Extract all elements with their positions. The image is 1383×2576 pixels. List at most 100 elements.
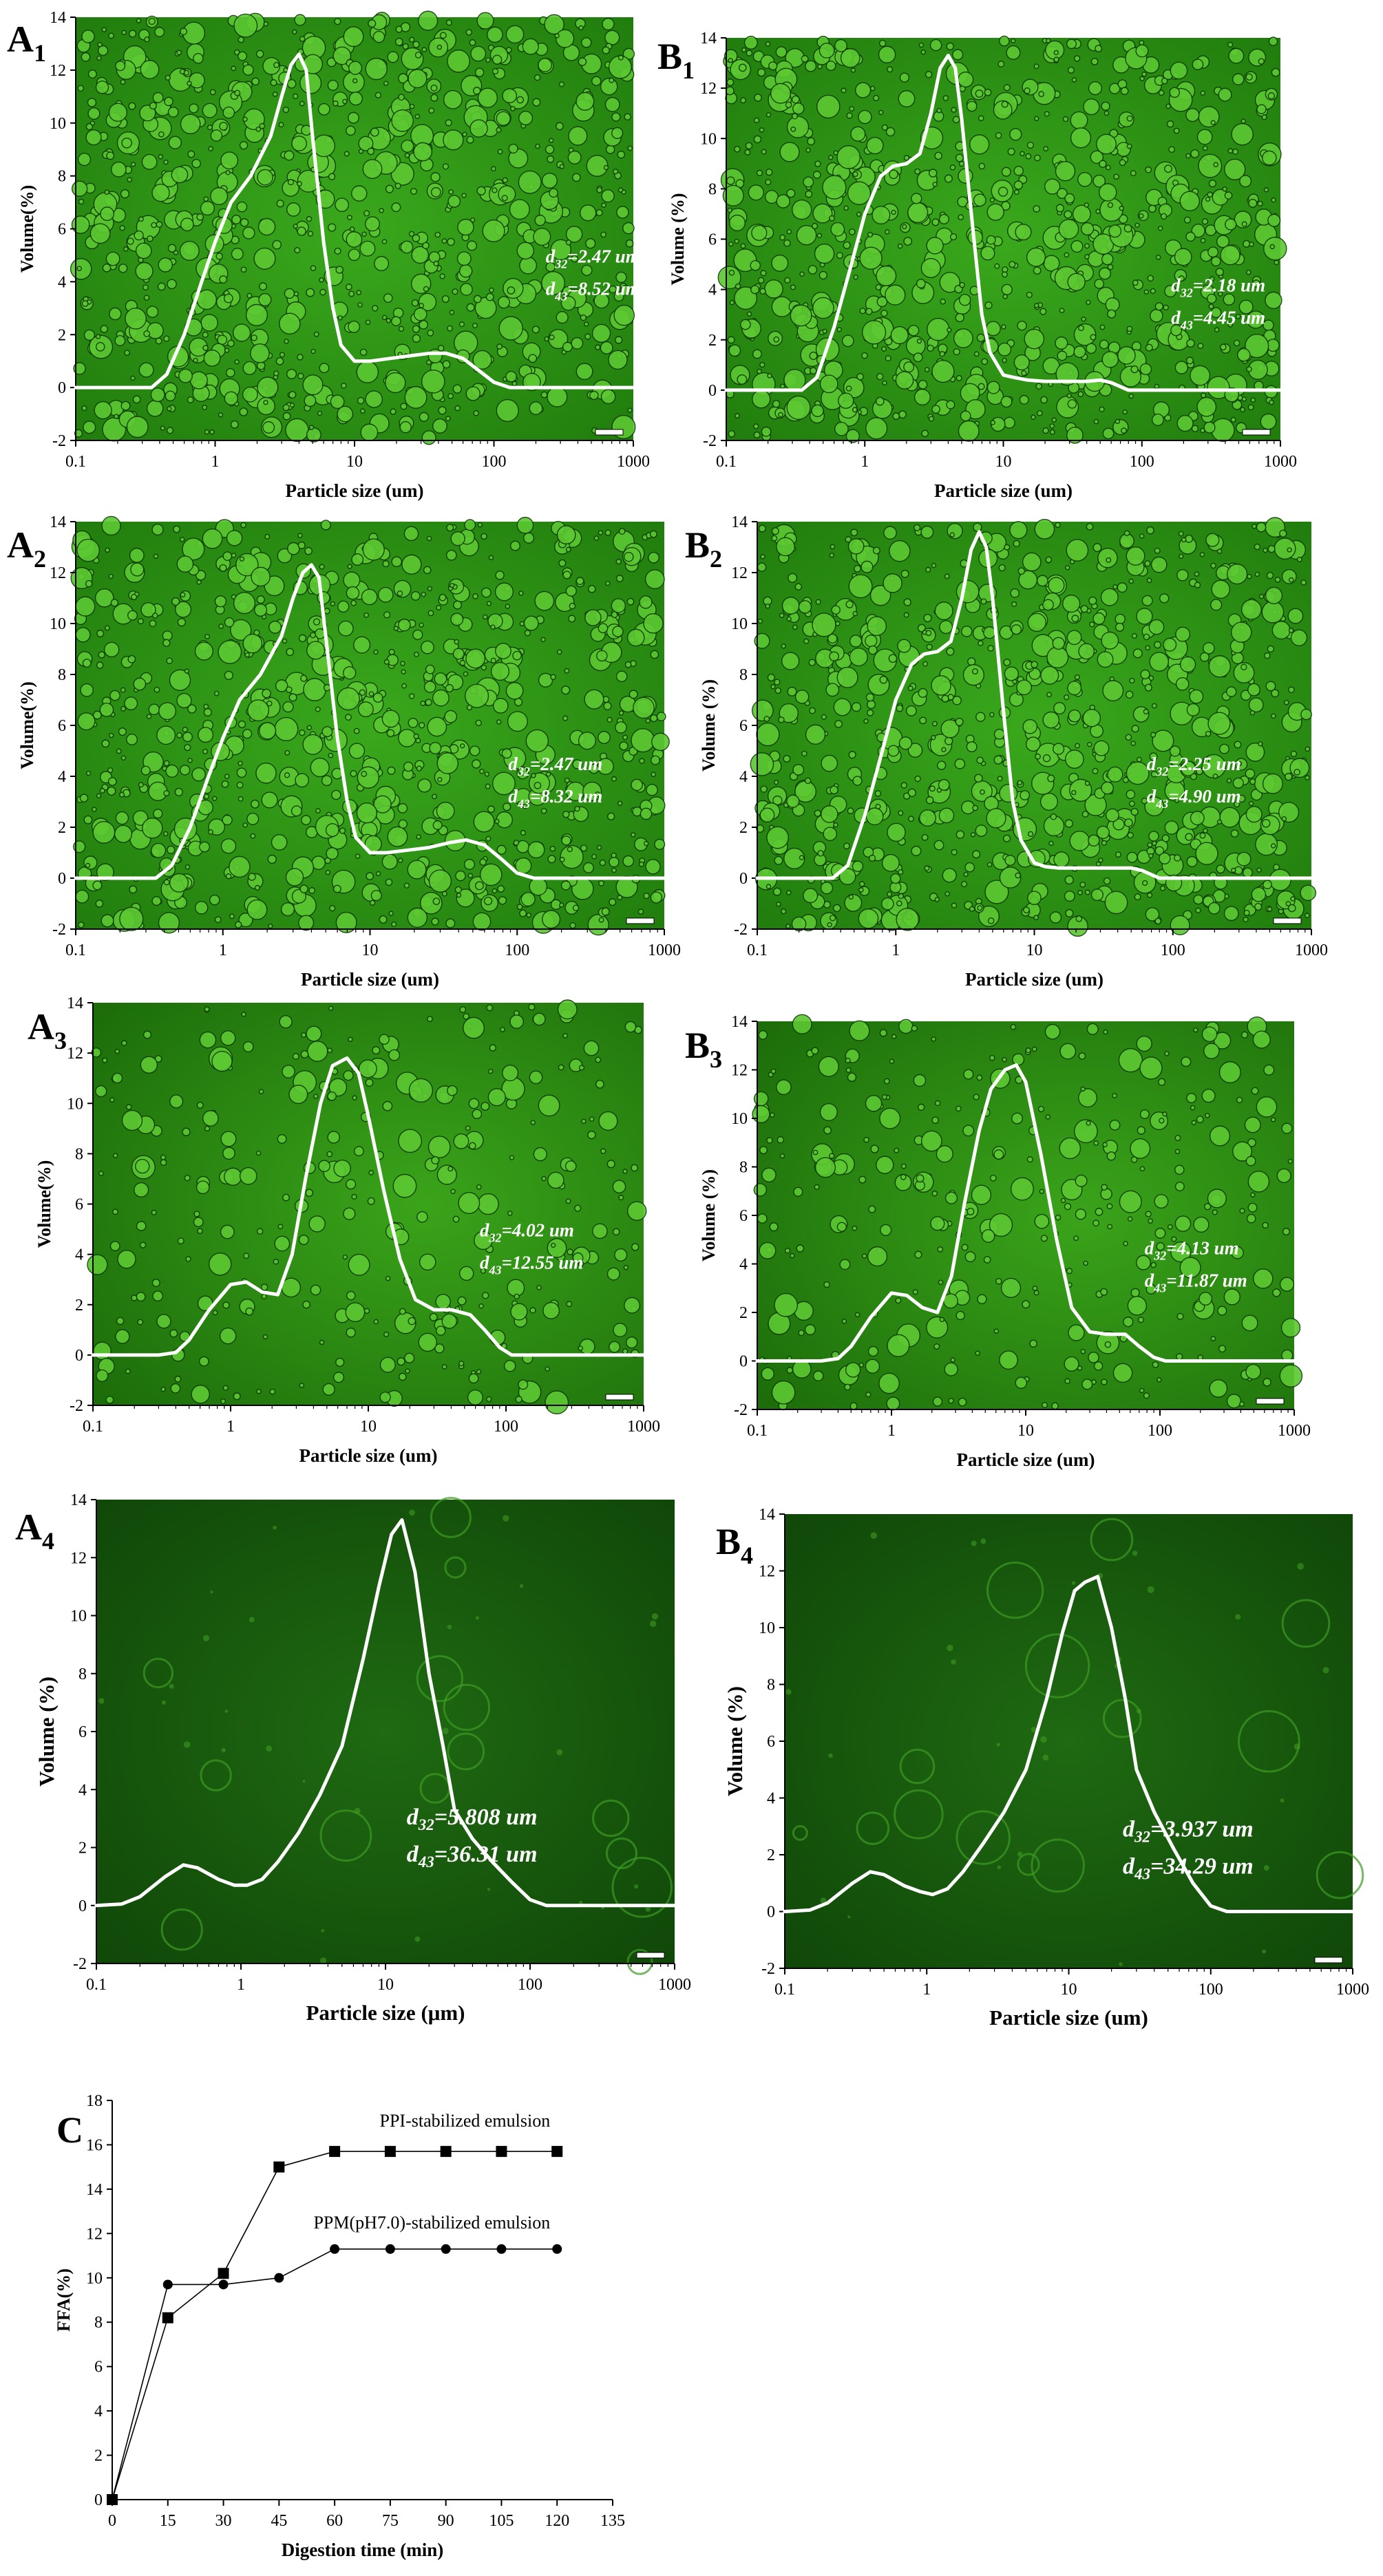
droplet bbox=[383, 611, 391, 619]
droplet bbox=[337, 405, 354, 423]
droplet bbox=[895, 1297, 902, 1304]
droplet bbox=[562, 715, 569, 721]
droplet bbox=[1034, 518, 1055, 540]
droplet bbox=[786, 395, 811, 420]
droplet bbox=[920, 1130, 942, 1152]
y-tick-label: 8 bbox=[58, 168, 66, 186]
droplet bbox=[1139, 213, 1144, 219]
y-tick-label: 0 bbox=[739, 870, 748, 888]
droplet bbox=[865, 1392, 872, 1398]
droplet bbox=[1095, 45, 1103, 53]
droplet bbox=[1206, 293, 1217, 304]
droplet bbox=[886, 1396, 900, 1411]
droplet bbox=[1220, 244, 1241, 266]
droplet bbox=[398, 94, 405, 101]
droplet bbox=[285, 868, 304, 886]
annotation-value: =5.808 um bbox=[434, 1805, 538, 1830]
droplet bbox=[845, 1067, 852, 1073]
droplet bbox=[308, 887, 316, 894]
droplet bbox=[560, 880, 571, 891]
droplet bbox=[767, 673, 776, 682]
droplet bbox=[939, 350, 945, 357]
droplet bbox=[1090, 334, 1097, 341]
droplet bbox=[516, 96, 525, 104]
droplet bbox=[903, 598, 911, 606]
droplet bbox=[249, 1617, 255, 1623]
droplet bbox=[210, 1590, 213, 1594]
droplet bbox=[298, 915, 315, 931]
y-tick-label: 12 bbox=[759, 1563, 775, 1581]
droplet bbox=[1200, 237, 1206, 244]
droplet bbox=[728, 214, 746, 232]
droplet bbox=[1160, 213, 1168, 220]
droplet bbox=[596, 187, 603, 193]
droplet bbox=[139, 1242, 147, 1248]
droplet bbox=[105, 251, 120, 266]
droplet bbox=[613, 304, 635, 326]
droplet bbox=[182, 726, 189, 733]
droplet bbox=[748, 184, 765, 201]
droplet bbox=[1288, 577, 1294, 583]
droplet bbox=[1101, 1184, 1108, 1191]
droplet bbox=[412, 234, 421, 242]
droplet bbox=[534, 214, 546, 226]
droplet bbox=[282, 404, 290, 412]
droplet bbox=[932, 1396, 943, 1407]
droplet bbox=[1271, 713, 1276, 719]
droplet bbox=[1147, 1586, 1154, 1593]
droplet bbox=[925, 71, 933, 78]
droplet bbox=[914, 1250, 922, 1259]
droplet bbox=[1251, 886, 1267, 902]
droplet bbox=[180, 28, 188, 36]
droplet bbox=[465, 386, 481, 401]
droplet bbox=[622, 734, 629, 741]
droplet bbox=[403, 761, 414, 772]
droplet bbox=[865, 635, 878, 648]
droplet bbox=[507, 1211, 513, 1216]
droplet bbox=[379, 1391, 391, 1403]
droplet bbox=[952, 695, 962, 705]
droplet bbox=[149, 102, 157, 110]
droplet bbox=[444, 710, 458, 723]
droplet bbox=[400, 240, 414, 254]
droplet bbox=[432, 897, 441, 906]
droplet bbox=[438, 406, 447, 415]
droplet bbox=[242, 729, 253, 739]
droplet bbox=[937, 1246, 944, 1253]
droplet bbox=[955, 312, 964, 323]
droplet bbox=[567, 846, 573, 853]
droplet bbox=[757, 618, 763, 624]
droplet bbox=[450, 613, 464, 626]
droplet bbox=[467, 873, 474, 879]
droplet bbox=[545, 145, 555, 154]
droplet bbox=[1185, 833, 1193, 841]
x-tick-label: 1 bbox=[861, 453, 869, 471]
droplet bbox=[151, 222, 158, 228]
droplet bbox=[874, 790, 882, 797]
droplet bbox=[385, 878, 393, 886]
droplet bbox=[1224, 158, 1246, 180]
droplet bbox=[1033, 915, 1039, 921]
droplet bbox=[880, 309, 888, 317]
droplet bbox=[993, 1149, 1004, 1160]
droplet bbox=[987, 917, 995, 924]
droplet bbox=[452, 288, 458, 295]
droplet bbox=[401, 554, 422, 575]
droplet bbox=[1239, 1401, 1245, 1407]
droplet bbox=[165, 764, 179, 778]
droplet bbox=[867, 709, 874, 716]
droplet bbox=[766, 1137, 773, 1144]
droplet bbox=[1159, 885, 1166, 891]
droplet bbox=[1064, 1202, 1072, 1211]
droplet bbox=[1037, 409, 1043, 416]
droplet bbox=[1078, 643, 1095, 660]
droplet bbox=[152, 1290, 164, 1302]
droplet bbox=[1065, 908, 1074, 917]
droplet bbox=[783, 239, 791, 247]
droplet bbox=[1120, 87, 1129, 96]
droplet bbox=[317, 410, 323, 416]
droplet bbox=[81, 405, 87, 412]
droplet bbox=[189, 72, 205, 89]
droplet bbox=[474, 67, 485, 77]
droplet bbox=[134, 230, 144, 241]
